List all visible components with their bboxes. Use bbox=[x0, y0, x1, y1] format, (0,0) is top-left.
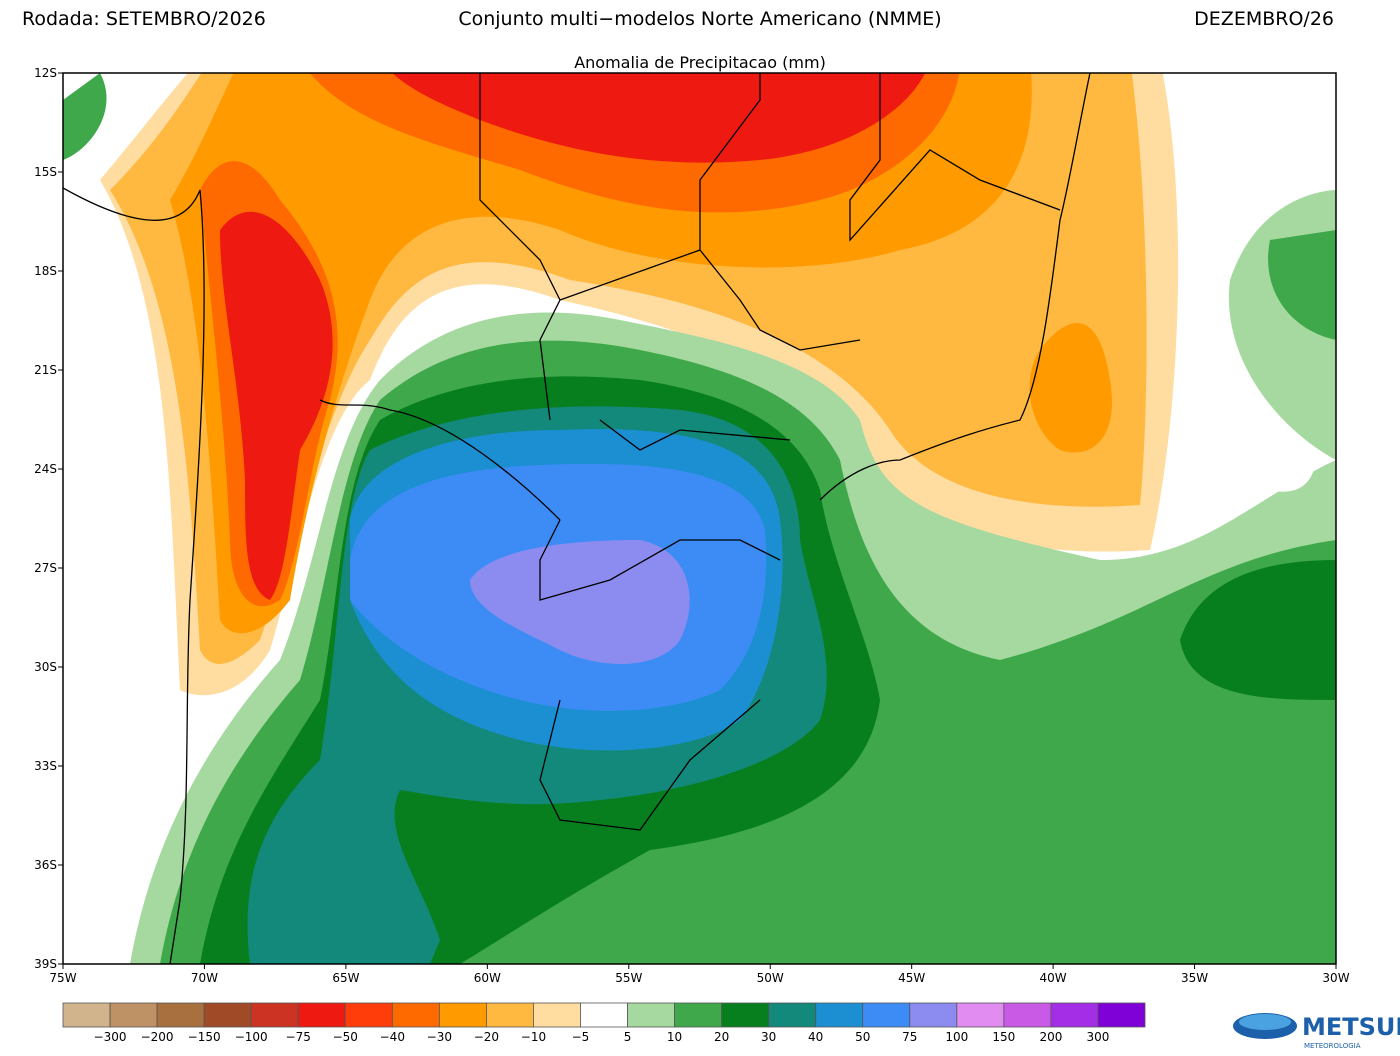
legend-label: 200 bbox=[1039, 1030, 1062, 1044]
legend-label: 150 bbox=[992, 1030, 1015, 1044]
legend-label: −10 bbox=[521, 1030, 546, 1044]
legend-swatch bbox=[768, 1002, 817, 1028]
legend-swatch bbox=[721, 1002, 770, 1028]
lon-label: 30W bbox=[1322, 971, 1349, 985]
lon-label: 65W bbox=[332, 971, 359, 985]
lon-label: 35W bbox=[1181, 971, 1208, 985]
legend-label: 10 bbox=[667, 1030, 682, 1044]
legend-swatch bbox=[109, 1002, 158, 1028]
legend-label: 20 bbox=[714, 1030, 729, 1044]
legend-swatch bbox=[1050, 1002, 1099, 1028]
title: Conjunto multi−modelos Norte Americano (… bbox=[458, 8, 941, 30]
legend-swatch bbox=[627, 1002, 675, 1028]
legend-swatch bbox=[956, 1002, 1005, 1028]
legend-label: −200 bbox=[141, 1030, 174, 1044]
legend-swatch bbox=[297, 1002, 346, 1028]
legend-swatch bbox=[344, 1002, 393, 1028]
lat-label: 36S bbox=[34, 858, 57, 872]
legend-swatch bbox=[156, 1002, 205, 1028]
map-frame bbox=[62, 72, 1337, 965]
subtitle: Anomalia de Precipitacao (mm) bbox=[574, 53, 826, 72]
legend-swatch bbox=[250, 1002, 299, 1028]
legend-swatch bbox=[580, 1002, 628, 1028]
legend-label: 50 bbox=[855, 1030, 870, 1044]
lat-label: 21S bbox=[34, 363, 57, 377]
lat-label: 24S bbox=[34, 462, 57, 476]
legend-swatch bbox=[1003, 1002, 1052, 1028]
legend-swatch bbox=[862, 1002, 911, 1028]
legend-label: 40 bbox=[808, 1030, 823, 1044]
legend-swatch bbox=[203, 1002, 252, 1028]
map-field bbox=[63, 73, 1336, 964]
legend-swatch bbox=[674, 1002, 723, 1028]
legend-label: −150 bbox=[188, 1030, 221, 1044]
legend-label: −50 bbox=[333, 1030, 358, 1044]
legend-swatch bbox=[815, 1002, 864, 1028]
lat-label: 33S bbox=[34, 759, 57, 773]
legend-label: 75 bbox=[902, 1030, 917, 1044]
logo-tagline: METEOROLOGIA bbox=[1304, 1042, 1361, 1050]
legend-label: −30 bbox=[427, 1030, 452, 1044]
legend-swatch bbox=[909, 1002, 958, 1028]
lon-label: 55W bbox=[615, 971, 642, 985]
legend-label: −75 bbox=[286, 1030, 311, 1044]
lon-label: 50W bbox=[757, 971, 784, 985]
legend-label: 30 bbox=[761, 1030, 776, 1044]
legend-label: −100 bbox=[235, 1030, 268, 1044]
lat-label: 30S bbox=[34, 660, 57, 674]
lat-label: 15S bbox=[34, 165, 57, 179]
run-label: Rodada: SETEMBRO/2026 bbox=[22, 8, 266, 30]
legend-label: 100 bbox=[945, 1030, 968, 1044]
lon-label: 75W bbox=[49, 971, 76, 985]
legend-swatch bbox=[62, 1002, 111, 1028]
legend-label: −40 bbox=[380, 1030, 405, 1044]
lat-label: 27S bbox=[34, 561, 57, 575]
legend-swatch bbox=[485, 1002, 534, 1028]
legend-label: 300 bbox=[1087, 1030, 1110, 1044]
legend-label: −20 bbox=[474, 1030, 499, 1044]
legend-label: −5 bbox=[572, 1030, 590, 1044]
legend-swatch bbox=[438, 1002, 487, 1028]
legend-label: −300 bbox=[94, 1030, 127, 1044]
legend-swatch bbox=[1097, 1002, 1146, 1028]
legend-swatch bbox=[533, 1002, 581, 1028]
lon-label: 70W bbox=[191, 971, 218, 985]
lon-label: 45W bbox=[898, 971, 925, 985]
logo-name: METSUL bbox=[1302, 1013, 1400, 1041]
logo: METSUL METEOROLOGIA bbox=[1233, 1013, 1400, 1050]
lon-label: 60W bbox=[474, 971, 501, 985]
legend-swatch bbox=[391, 1002, 440, 1028]
lon-label: 40W bbox=[1040, 971, 1067, 985]
lat-label: 39S bbox=[34, 957, 57, 971]
lat-label: 18S bbox=[34, 264, 57, 278]
lat-label: 12S bbox=[34, 66, 57, 80]
target-month: DEZEMBRO/26 bbox=[1194, 8, 1334, 30]
legend-label: 5 bbox=[624, 1030, 632, 1044]
